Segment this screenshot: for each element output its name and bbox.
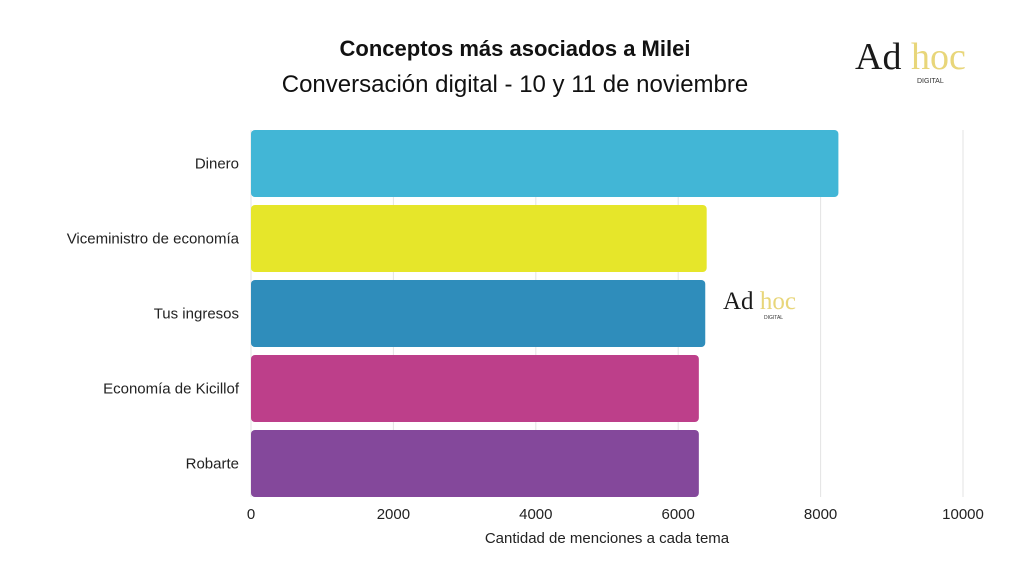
x-tick-label: 10000 — [942, 506, 984, 523]
bar-dinero — [251, 130, 839, 197]
y-category-label: Dinero — [195, 156, 239, 173]
bar-robarte — [251, 430, 699, 497]
watermark-word-1: Ad — [723, 288, 754, 315]
x-tick-label: 0 — [247, 506, 255, 523]
y-category-label: Viceministro de economía — [67, 231, 240, 248]
chart-title: Conceptos más asociados a Milei — [339, 36, 691, 61]
x-axis-label: Cantidad de menciones a cada tema — [485, 530, 730, 547]
logo-word-2: hoc — [910, 36, 966, 78]
x-tick-label: 2000 — [377, 506, 410, 523]
logo-word-1: Ad — [855, 36, 902, 78]
bar-tus-ingresos — [251, 280, 706, 347]
x-tick-label: 4000 — [519, 506, 552, 523]
adhoc-watermark: Ad hoc DIGITAL — [723, 288, 796, 321]
bar-economía-de-kicillof — [251, 355, 699, 422]
watermark-tag: DIGITAL — [764, 315, 784, 321]
x-tick-label: 8000 — [804, 506, 837, 523]
bar-viceministro-de-economía — [251, 205, 707, 272]
x-tick-label: 6000 — [662, 506, 695, 523]
y-category-label: Economía de Kicillof — [103, 381, 240, 398]
y-category-label: Robarte — [186, 456, 239, 473]
watermark-word-2: hoc — [759, 288, 796, 315]
y-category-label: Tus ingresos — [154, 306, 239, 323]
adhoc-logo: Ad hoc DIGITAL — [855, 36, 966, 85]
chart-subtitle: Conversación digital - 10 y 11 de noviem… — [281, 71, 749, 98]
logo-tag: DIGITAL — [917, 78, 944, 85]
